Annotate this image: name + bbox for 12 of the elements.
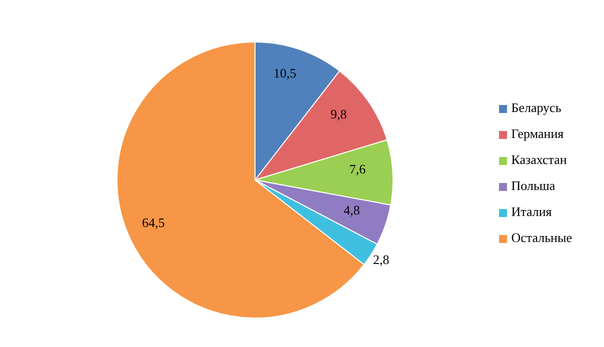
data-label: 64,5 — [142, 214, 165, 230]
legend-label: Германия — [511, 126, 564, 141]
legend-label: Польша — [511, 178, 556, 193]
legend-label: Беларусь — [511, 100, 562, 115]
legend-label: Остальные — [511, 230, 572, 245]
data-label: 10,5 — [273, 66, 296, 81]
data-label: 4,8 — [344, 202, 360, 218]
data-label: 7,6 — [349, 161, 366, 176]
legend-label: Казахстан — [511, 152, 567, 167]
legend-label: Италия — [511, 204, 552, 219]
data-label: 2,8 — [373, 252, 390, 267]
data-label: 9,8 — [330, 106, 347, 122]
